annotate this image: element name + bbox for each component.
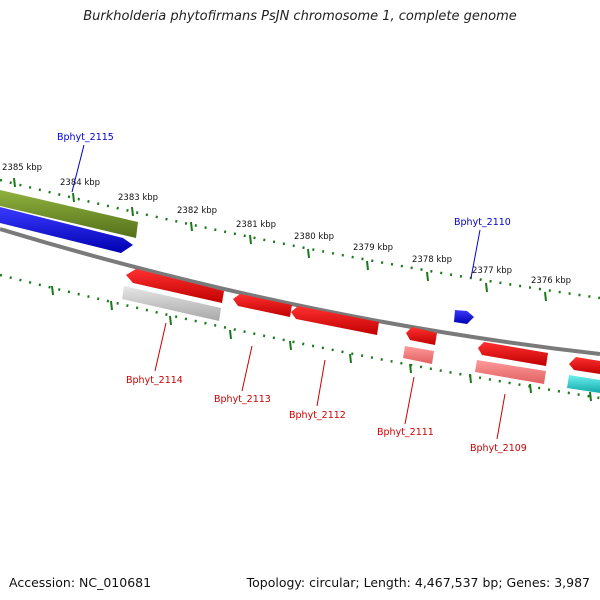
leader-line (316, 359, 326, 407)
scale-label: 2377 kbp (472, 266, 512, 276)
tick-mark (544, 291, 547, 302)
scale-label: 2385 kbp (2, 163, 42, 173)
gene-label[interactable]: Bphyt_2110 (454, 217, 511, 228)
accession-text: Accession: NC_010681 (9, 575, 152, 590)
tick-mark (13, 177, 16, 188)
tick-mark (169, 315, 172, 326)
leader-line (496, 393, 506, 440)
tick-mark (529, 383, 532, 394)
gene-label[interactable]: Bphyt_2109 (470, 443, 527, 454)
leader-line (241, 345, 253, 392)
gene-label[interactable]: Bphyt_2112 (289, 410, 346, 421)
gene-label[interactable]: Bphyt_2111 (377, 427, 434, 438)
tick-mark (349, 353, 352, 364)
lower-major-ticks (51, 285, 592, 402)
tick-mark (72, 192, 75, 203)
scale-label: 2380 kbp (294, 232, 334, 242)
leader-line (404, 376, 415, 425)
tick-mark (307, 248, 310, 259)
map-title: Burkholderia phytofirmans PsJN chromosom… (83, 9, 517, 24)
scale-label: 2378 kbp (412, 255, 452, 265)
gene-label[interactable]: Bphyt_2115 (57, 132, 114, 143)
tick-mark (366, 260, 369, 271)
gene-labels: Bphyt_2115 Bphyt_2110 Bphyt_2114 Bphyt_2… (57, 132, 527, 454)
tick-mark (51, 285, 54, 296)
pink-feature[interactable] (475, 360, 546, 384)
cyan-feature[interactable] (567, 375, 600, 393)
tick-mark (229, 329, 232, 340)
gene-bphyt-2112[interactable] (291, 306, 379, 335)
gene-bphyt-2109[interactable] (478, 342, 548, 366)
olive-feature[interactable] (0, 190, 138, 238)
genome-summary-text: Topology: circular; Length: 4,467,537 bp… (246, 575, 590, 590)
leader-line (71, 144, 85, 193)
scale-label: 2384 kbp (60, 178, 100, 188)
upper-major-ticks (13, 177, 547, 302)
chromosome-backbone (0, 227, 600, 356)
scale-label: 2383 kbp (118, 193, 158, 203)
red-feature-edge[interactable] (569, 357, 600, 374)
scale-label: 2379 kbp (353, 243, 393, 253)
scale-labels: 2385 kbp 2384 kbp 2383 kbp 2382 kbp 2381… (2, 163, 571, 286)
gene-label[interactable]: Bphyt_2113 (214, 394, 271, 405)
scale-label: 2381 kbp (236, 220, 276, 230)
grey-feature[interactable] (122, 286, 221, 321)
tick-mark (589, 391, 592, 402)
tick-mark (409, 363, 412, 374)
gene-bphyt-2111[interactable] (406, 327, 437, 345)
gene-label[interactable]: Bphyt_2114 (126, 375, 183, 386)
label-leaders (71, 144, 506, 440)
tick-mark (469, 373, 472, 384)
scale-ruler-lower (0, 273, 600, 400)
scale-label: 2382 kbp (177, 206, 217, 216)
gene-bphyt-2113[interactable] (233, 294, 292, 317)
tick-mark (110, 300, 113, 311)
tick-mark (249, 234, 252, 245)
leader-line (154, 322, 167, 372)
leader-line (470, 229, 481, 279)
gene-bphyt-2110[interactable] (454, 310, 474, 324)
tick-mark (190, 221, 193, 232)
tick-mark (426, 271, 429, 282)
tick-mark (289, 340, 292, 351)
pink-feature[interactable] (403, 346, 434, 364)
gene-bphyt-2114[interactable] (126, 269, 224, 303)
gene-bphyt-2115[interactable] (0, 207, 133, 253)
tick-mark (485, 282, 488, 293)
scale-label: 2376 kbp (531, 276, 571, 286)
tick-mark (131, 206, 134, 217)
